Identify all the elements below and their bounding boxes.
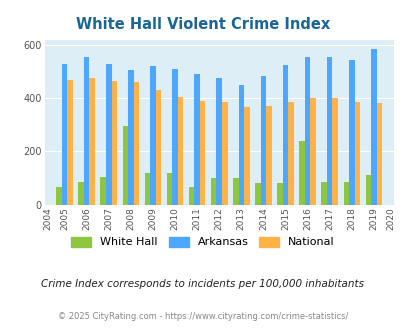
Bar: [144, 173, 150, 205]
Bar: [78, 182, 84, 205]
Bar: [365, 175, 370, 205]
Bar: [277, 183, 282, 205]
Bar: [100, 177, 106, 205]
Bar: [282, 65, 288, 205]
Bar: [188, 187, 194, 205]
Bar: [199, 101, 205, 205]
Bar: [211, 178, 216, 205]
Bar: [62, 64, 67, 205]
Bar: [348, 59, 354, 205]
Bar: [343, 182, 348, 205]
Bar: [122, 126, 128, 205]
Bar: [376, 104, 381, 205]
Bar: [260, 76, 266, 205]
Bar: [111, 81, 117, 205]
Bar: [133, 82, 139, 205]
Bar: [194, 74, 199, 205]
Bar: [254, 183, 260, 205]
Bar: [238, 85, 243, 205]
Bar: [216, 78, 222, 205]
Bar: [222, 102, 227, 205]
Text: White Hall Violent Crime Index: White Hall Violent Crime Index: [76, 17, 329, 32]
Bar: [266, 106, 271, 205]
Bar: [310, 98, 315, 205]
Bar: [67, 80, 72, 205]
Bar: [370, 49, 376, 205]
Bar: [106, 64, 111, 205]
Bar: [150, 66, 156, 205]
Bar: [56, 187, 62, 205]
Bar: [354, 102, 359, 205]
Bar: [84, 57, 89, 205]
Bar: [177, 97, 183, 205]
Bar: [326, 57, 332, 205]
Bar: [288, 102, 293, 205]
Legend: White Hall, Arkansas, National: White Hall, Arkansas, National: [71, 237, 334, 247]
Bar: [128, 70, 133, 205]
Bar: [321, 182, 326, 205]
Bar: [166, 173, 172, 205]
Bar: [304, 57, 310, 205]
Bar: [156, 90, 161, 205]
Bar: [332, 98, 337, 205]
Text: © 2025 CityRating.com - https://www.cityrating.com/crime-statistics/: © 2025 CityRating.com - https://www.city…: [58, 312, 347, 321]
Text: Crime Index corresponds to incidents per 100,000 inhabitants: Crime Index corresponds to incidents per…: [41, 279, 364, 289]
Bar: [243, 108, 249, 205]
Bar: [298, 141, 304, 205]
Bar: [89, 78, 95, 205]
Bar: [172, 69, 177, 205]
Bar: [232, 178, 238, 205]
